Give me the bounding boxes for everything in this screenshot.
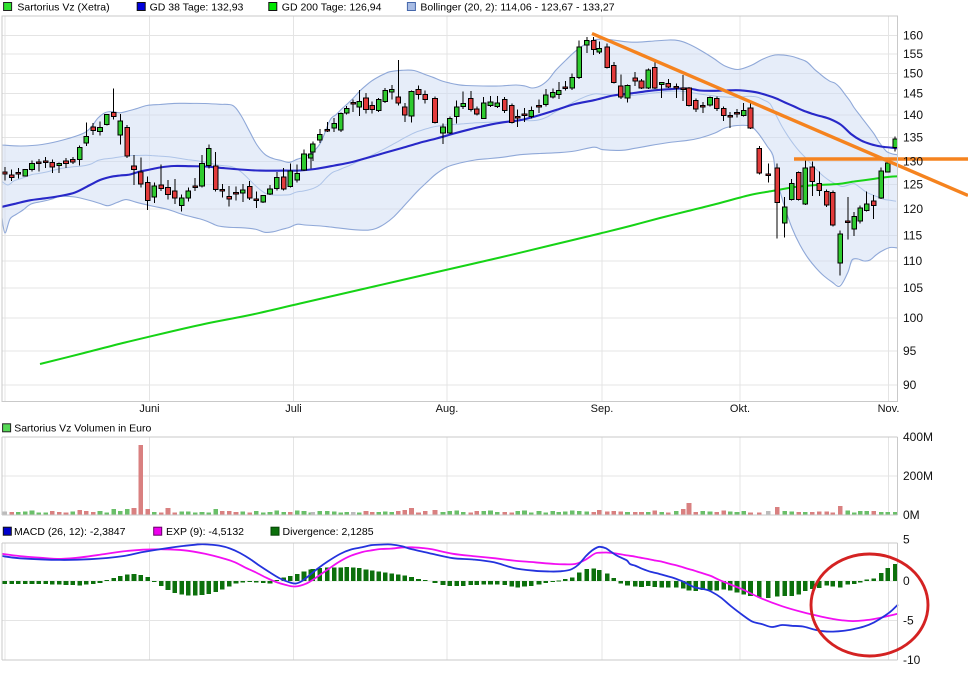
svg-text:-5: -5 xyxy=(903,614,914,628)
svg-text:Divergence: 2,1285: Divergence: 2,1285 xyxy=(283,526,374,538)
svg-text:Sep.: Sep. xyxy=(591,403,614,415)
svg-text:GD 200 Tage: 126,94: GD 200 Tage: 126,94 xyxy=(282,2,382,14)
svg-text:Juni: Juni xyxy=(139,403,159,415)
svg-text:Juli: Juli xyxy=(285,403,302,415)
svg-text:MACD (26, 12): -2,3847: MACD (26, 12): -2,3847 xyxy=(14,526,126,538)
svg-text:Nov.: Nov. xyxy=(878,403,900,415)
svg-text:Okt.: Okt. xyxy=(730,403,750,415)
svg-text:110: 110 xyxy=(903,254,922,268)
svg-text:155: 155 xyxy=(903,47,923,61)
svg-text:Bollinger (20, 2): 114,06 - 12: Bollinger (20, 2): 114,06 - 123,67 - 133… xyxy=(420,2,614,14)
svg-text:EXP (9): -4,5132: EXP (9): -4,5132 xyxy=(166,526,244,538)
svg-text:140: 140 xyxy=(903,108,923,122)
svg-text:150: 150 xyxy=(903,66,923,80)
svg-text:115: 115 xyxy=(903,228,922,242)
svg-text:130: 130 xyxy=(903,155,923,169)
svg-text:0: 0 xyxy=(903,574,910,588)
svg-text:-10: -10 xyxy=(903,653,921,667)
svg-text:400M: 400M xyxy=(903,430,933,444)
svg-text:100: 100 xyxy=(903,311,923,325)
svg-text:90: 90 xyxy=(903,378,917,392)
svg-text:135: 135 xyxy=(903,131,923,145)
svg-text:145: 145 xyxy=(903,87,923,101)
svg-text:GD 38 Tage: 132,93: GD 38 Tage: 132,93 xyxy=(150,2,244,14)
svg-text:Sartorius Vz Volumen in Euro: Sartorius Vz Volumen in Euro xyxy=(14,423,151,435)
svg-text:5: 5 xyxy=(903,532,910,546)
svg-text:95: 95 xyxy=(903,344,917,358)
svg-text:120: 120 xyxy=(903,202,923,216)
svg-text:200M: 200M xyxy=(903,469,933,483)
svg-text:0M: 0M xyxy=(903,508,920,522)
svg-text:Aug.: Aug. xyxy=(436,403,459,415)
svg-text:Sartorius Vz (Xetra): Sartorius Vz (Xetra) xyxy=(17,2,109,14)
svg-text:160: 160 xyxy=(903,28,923,42)
svg-text:105: 105 xyxy=(903,281,923,295)
svg-text:125: 125 xyxy=(903,177,923,191)
